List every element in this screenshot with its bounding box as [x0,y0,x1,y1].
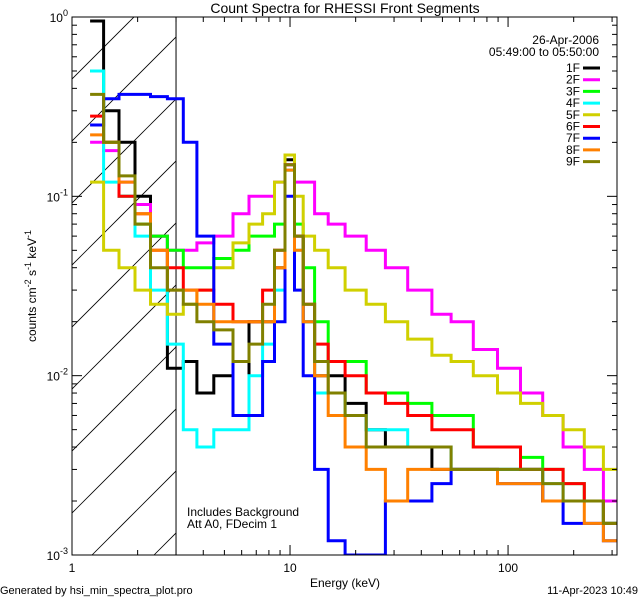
date-label: 26-Apr-2006 [532,33,599,47]
hatch-line [91,470,177,555]
legend-label-3F: 3F [566,84,580,98]
series-8F [90,133,617,543]
hatch-line [72,17,73,18]
axis-ticks [71,16,617,556]
y-axis-label: counts cm-2 s-1 keV-1 [23,230,39,342]
annotation-background: Includes Background [187,505,299,519]
hatch-line [464,0,640,555]
y-tick-label: 100 [50,8,68,25]
series-4F [90,69,617,525]
x-tick-labels: 1 10 100 [69,561,519,575]
series-5F [90,153,617,471]
series-3F [90,69,617,525]
legend-label-4F: 4F [566,96,580,110]
series-9F [90,92,617,525]
y-tick-label: 10-1 [47,187,68,204]
hatch-line [278,0,640,555]
hatch-lines [72,0,640,555]
hatched-region [72,0,640,555]
series-6F [90,114,617,525]
legend-label-8F: 8F [566,143,580,157]
x-tick-label: 1 [69,561,76,575]
chart-title: Count Spectra for RHESSI Front Segments [210,0,479,16]
legend-label-9F: 9F [566,155,580,169]
x-tick-label: 10 [283,561,297,575]
y-tick-label: 10-3 [47,546,68,563]
legend-label-2F: 2F [566,73,580,87]
footer-generated-by: Generated by hsi_min_spectra_plot.pro [0,585,193,597]
series-group [90,19,617,555]
time-range-label: 05:49:00 to 05:50:00 [489,45,599,59]
hatch-line [72,17,135,80]
annotation-attenuator: Att A0, FDecim 1 [187,517,277,531]
legend-label-6F: 6F [566,120,580,134]
x-tick-label: 100 [498,561,518,575]
hatch-line [72,222,177,328]
footer-timestamp: 11-Apr-2023 10:49 [547,585,638,597]
hatch-line [72,284,177,390]
hatch-line [72,98,177,204]
hatch-line [72,160,177,266]
legend-label-7F: 7F [566,131,580,145]
hatch-line [72,408,177,514]
series-7F [90,92,617,555]
y-tick-labels: 100 10-1 10-2 10-3 [47,8,68,563]
x-axis-label: Energy (keV) [310,576,380,590]
hatch-line [588,0,640,555]
legend-label-1F: 1F [566,61,580,75]
y-tick-label: 10-2 [47,367,68,384]
hatch-line [72,36,177,142]
plot-frame [71,16,618,556]
legend-label-5F: 5F [566,108,580,122]
